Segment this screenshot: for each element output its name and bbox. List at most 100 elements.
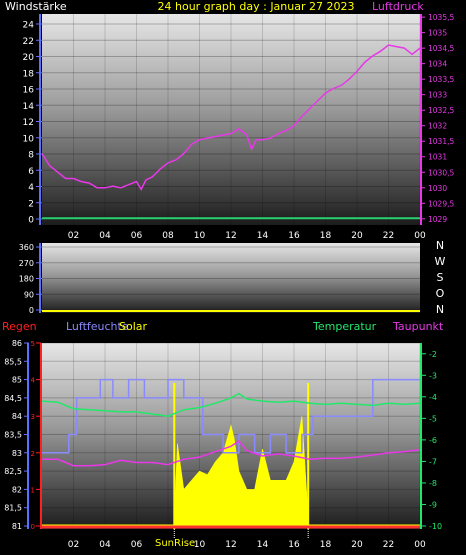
pressure-tick-label: 1032 [428, 122, 447, 131]
temperatur-label: Temperatur [312, 320, 377, 333]
hour-tick-label: 06 [131, 231, 143, 241]
hour-tick-label: 12 [225, 540, 236, 550]
pressure-tick-label: 1034,5 [428, 44, 454, 53]
humidity-tick-label: 83 [12, 449, 22, 458]
pressure-tick-label: 1035,5 [428, 13, 454, 22]
sunrise-label: SunRise [155, 538, 195, 549]
wind-pressure-series [41, 44, 421, 220]
hour-tick-label: 20 [351, 231, 363, 241]
wind-direction-plot-area [42, 243, 420, 313]
temp-tick-label: -2 [429, 350, 437, 359]
hour-tick-label: 20 [351, 540, 363, 550]
pressure-tick-label: 1029 [428, 215, 447, 224]
pressure-tick-label: 1032,5 [428, 106, 454, 115]
hour-tick-label: 14 [257, 540, 269, 550]
chart-title: 24 hour graph day : Januar 27 2023 [158, 0, 355, 13]
pressure-tick-label: 1034 [428, 60, 447, 69]
rain-tick-label: 1 [31, 486, 35, 494]
pressure-tick-label: 1031,5 [428, 137, 454, 146]
hour-tick-label: 02 [68, 540, 79, 550]
compass-label: N [436, 239, 444, 252]
hour-tick-label: 18 [320, 540, 332, 550]
solar-area [174, 416, 309, 527]
pressure-tick-label: 1033,5 [428, 75, 454, 84]
luftfeuchte-label: Luftfeuchte [66, 320, 129, 333]
humidity-tick-label: 84,5 [4, 394, 22, 403]
temp-tick-label: -10 [429, 522, 442, 531]
wind-tick-label: 24 [23, 21, 35, 31]
direction-tick-label: 270 [19, 259, 34, 268]
climate-x-ticks: 02 04 06 10 12 14 16 18 20 22 00 [68, 540, 426, 550]
wind-tick-label: 18 [23, 69, 35, 79]
rain-tick-label: 3 [31, 413, 35, 421]
humidity-tick-label: 85 [12, 376, 22, 385]
solar-series [173, 383, 310, 539]
luftdruck-label: Luftdruck [372, 0, 424, 13]
regen-label: Regen [2, 320, 37, 333]
wind-tick-label: 14 [23, 102, 35, 112]
hour-tick-label: 18 [320, 231, 332, 241]
hour-tick-label: 22 [383, 540, 394, 550]
compass-label: O [436, 287, 445, 300]
temp-tick-label: -3 [429, 371, 437, 380]
pressure-line [41, 44, 421, 191]
climate-series [41, 378, 421, 529]
humidity-tick-label: 83,5 [4, 431, 22, 440]
hour-tick-label: 02 [68, 231, 79, 241]
pressure-tick-label: 1035 [428, 29, 447, 38]
direction-tick-label: 360 [19, 243, 34, 252]
hour-tick-label: 08 [162, 231, 174, 241]
hour-tick-label: 10 [194, 540, 206, 550]
hour-tick-label: 10 [194, 231, 206, 241]
hour-tick-label: 00 [414, 231, 426, 241]
wind-tick-label: 0 [28, 216, 34, 226]
humidity-tick-label: 81,5 [4, 504, 22, 513]
humidity-tick-label: 81 [12, 522, 22, 531]
humidity-tick-label: 82,5 [4, 467, 22, 476]
pressure-tick-label: 1029,5 [428, 199, 454, 208]
windstaerke-label: Windstärke [5, 0, 67, 13]
pressure-tick-label: 1033 [428, 91, 447, 100]
temp-tick-label: -4 [429, 393, 437, 402]
humidity-tick-label: 82 [12, 485, 22, 494]
pressure-tick-label: 1030,5 [428, 168, 454, 177]
temp-tick-label: -7 [429, 457, 437, 466]
solar-label: Solar [119, 320, 148, 333]
direction-tick-label: 90 [24, 290, 34, 299]
hour-tick-label: 00 [414, 540, 426, 550]
hour-tick-label: 06 [131, 540, 143, 550]
direction-tick-label: 0 [29, 306, 34, 315]
hour-tick-label: 04 [99, 231, 111, 241]
hour-tick-label: 16 [288, 540, 300, 550]
temperature-line [41, 392, 421, 417]
wind-tick-label: 22 [23, 37, 34, 47]
hour-tick-label: 16 [288, 231, 300, 241]
compass-label: N [436, 303, 444, 316]
hour-tick-label: 22 [383, 231, 394, 241]
humidity-tick-label: 84 [12, 412, 22, 421]
wind-direction-grid [42, 246, 420, 311]
rain-tick-label: 4 [31, 377, 36, 385]
wind-pressure-x-ticks: 02 04 06 08 10 12 14 16 18 20 22 00 [68, 231, 426, 241]
wind-tick-label: 10 [23, 134, 35, 144]
compass-label: S [437, 271, 444, 284]
wind-pressure-plot-area [42, 14, 420, 225]
wind-tick-label: 20 [23, 53, 35, 63]
wind-tick-label: 16 [23, 86, 35, 96]
wind-tick-label: 4 [28, 183, 34, 193]
pressure-axis-labels: 1029 1029,5 1030 1030,5 1031 1031,5 1032 1032,5… [420, 13, 454, 225]
rain-tick-label: 0 [31, 523, 35, 531]
wind-direction-axis-labels: 0 90 180 270 360 [19, 243, 42, 315]
wind-tick-label: 2 [28, 199, 34, 209]
dewpoint-line [42, 439, 421, 467]
temp-tick-label: -6 [429, 436, 437, 445]
wind-tick-label: 8 [28, 151, 34, 161]
pressure-tick-label: 1031 [428, 153, 447, 162]
humidity-line [42, 378, 420, 454]
taupunkt-label: Taupunkt [392, 320, 444, 333]
